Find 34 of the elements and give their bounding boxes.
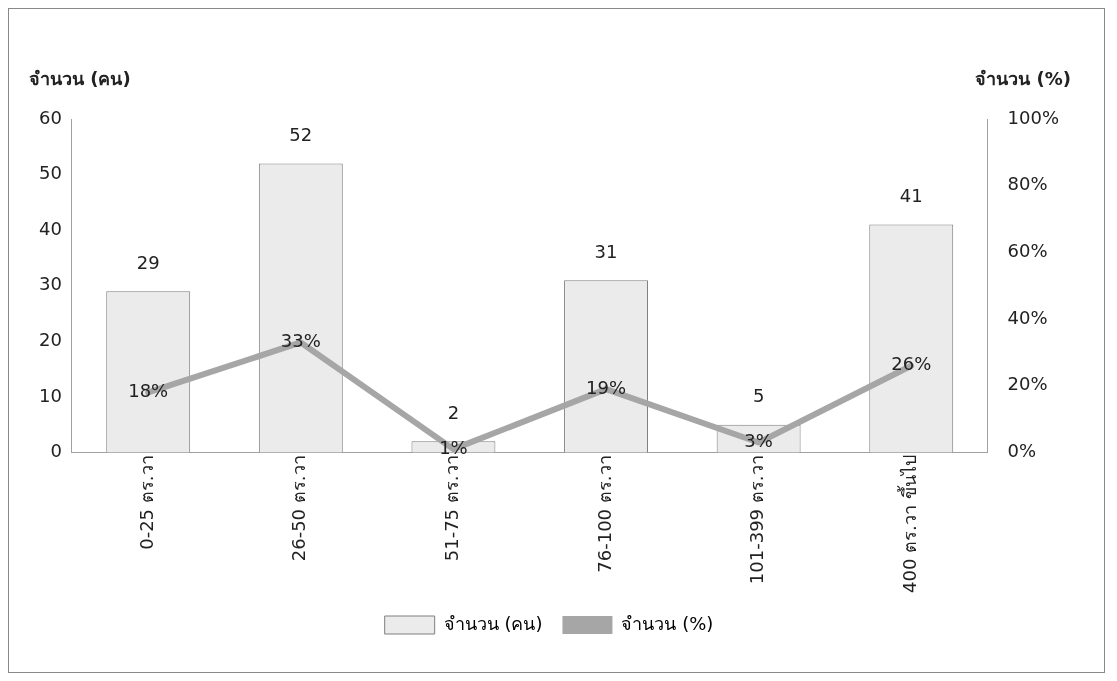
- y-tick-label: 0: [50, 440, 62, 462]
- x-tick-label: 400 ตร.วา ขึ้นไป: [896, 455, 920, 594]
- y-tick-label: 60: [39, 106, 62, 128]
- data-label: 18%: [128, 380, 169, 402]
- x-tick-label: 51-75 ตร.วา: [441, 455, 463, 562]
- y-tick-label: 40: [39, 217, 62, 239]
- y-axis-title: จำนวน (คน): [29, 67, 131, 89]
- legend-label: จำนวน (คน): [443, 612, 543, 634]
- x-tick-label: 0-25 ตร.วา: [135, 455, 157, 550]
- data-label: 52: [289, 124, 313, 146]
- y2-tick-label: 0%: [1007, 440, 1037, 462]
- y2-tick-label: 60%: [1007, 240, 1048, 262]
- data-label: 5: [752, 385, 765, 407]
- y-tick-label: 20: [39, 328, 62, 350]
- data-label: 2: [447, 402, 460, 424]
- y2-tick-label: 40%: [1007, 306, 1048, 328]
- data-label: 3%: [744, 430, 773, 452]
- data-label: 31: [594, 240, 618, 262]
- y-tick-label: 50: [39, 162, 62, 184]
- legend-label: จำนวน (%): [621, 612, 714, 634]
- x-tick-label: 76-100 ตร.วา: [593, 455, 615, 573]
- y2-tick-label: 20%: [1007, 373, 1048, 395]
- y-tick-label: 10: [39, 384, 62, 406]
- data-label: 29: [136, 251, 160, 273]
- data-label: 41: [899, 185, 923, 207]
- data-label: 19%: [586, 376, 627, 398]
- y2-tick-label: 80%: [1007, 173, 1048, 195]
- y2-tick-label: 100%: [1007, 106, 1060, 128]
- data-label: 33%: [280, 330, 321, 352]
- y-tick-label: 30: [39, 273, 62, 295]
- x-tick-label: 101-399 ตร.วา: [746, 455, 768, 585]
- y2-axis-title: จำนวน (%): [975, 67, 1071, 89]
- data-label: 26%: [891, 353, 932, 375]
- x-tick-label: 26-50 ตร.วา: [288, 455, 310, 562]
